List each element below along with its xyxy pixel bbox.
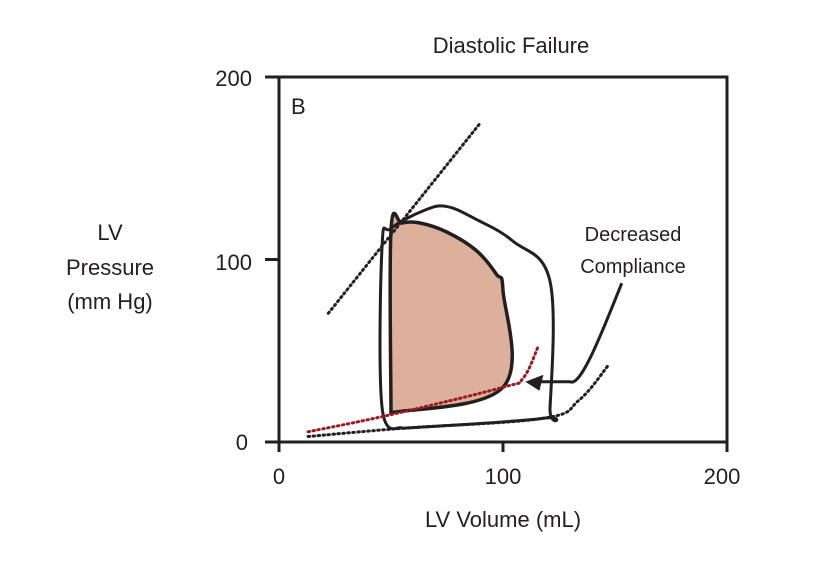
normal-pv-loop: [388, 211, 514, 415]
panel-label: B: [291, 94, 306, 119]
svg-text:LV: LV: [97, 220, 123, 245]
x-axis-label: LV Volume (mL): [425, 507, 581, 532]
svg-text:(mm Hg): (mm Hg): [67, 289, 153, 314]
series-layer: [306, 121, 610, 439]
x-tick-label: 100: [485, 464, 522, 489]
svg-text:Compliance: Compliance: [580, 256, 686, 278]
decreased-compliance-edpvr-curve: [306, 345, 540, 434]
y-axis-label: LV Pressure (mm Hg): [66, 220, 154, 314]
y-tick-labels: 0 100 200: [215, 66, 252, 455]
x-tick-label: 0: [273, 464, 285, 489]
x-tick-labels: 0 100 200: [273, 464, 740, 489]
svg-text:Pressure: Pressure: [66, 255, 154, 280]
axis-ticks: [265, 75, 729, 452]
y-tick-label: 200: [215, 66, 252, 91]
annotation-decreased-compliance: Decreased Compliance: [525, 224, 686, 391]
espvr-line: [326, 121, 483, 315]
chart-title: Diastolic Failure: [433, 33, 590, 58]
y-tick-label: 0: [236, 430, 248, 455]
annotation-arrow: [537, 282, 624, 384]
arrowhead-icon: [525, 374, 544, 391]
y-tick-label: 100: [215, 250, 252, 275]
normal-edpvr-curve: [306, 363, 610, 439]
x-tick-label: 200: [704, 464, 741, 489]
svg-text:Decreased: Decreased: [585, 224, 682, 246]
diastolic-failure-pv-loop: [378, 204, 559, 431]
